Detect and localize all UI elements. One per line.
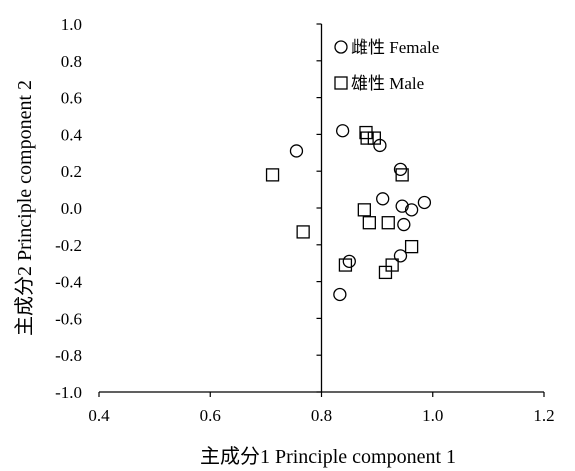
female-point [417,195,432,210]
x-tick-label: 1.0 [422,406,443,425]
legend-female-label: 雌性 Female [351,38,439,57]
male-point [367,131,381,145]
y-tick-label: 1.0 [61,15,82,34]
y-tick-label: -0.2 [55,236,82,255]
x-axis-ticks: 0.4 0.6 0.8 1.0 1.2 [88,392,555,425]
male-point [360,131,374,145]
y-axis-ticks: 1.0 0.8 0.6 0.4 0.2 0.0 -0.2 -0.4 -0.6 -0.8 -1.0 [55,15,322,402]
male-point [404,239,419,254]
y-tick-label: 0.0 [61,199,82,218]
legend: 雌性 Female 雄性 Male [334,38,439,93]
y-tick-label: 0.2 [61,162,82,181]
x-tick-label: 0.6 [200,406,221,425]
male-point [296,225,310,239]
male-point [338,258,353,272]
legend-male-label: 雄性 Male [351,74,424,93]
female-point [289,144,304,158]
y-tick-label: -0.8 [55,346,82,365]
male-point [362,216,376,230]
female-point [393,249,408,263]
x-tick-label: 0.4 [88,406,110,425]
y-tick-label: -0.6 [55,309,82,328]
female-point [395,199,409,213]
y-tick-label: -0.4 [55,273,82,292]
data-points [265,124,432,302]
male-point [381,216,395,230]
y-tick-label: 0.4 [61,125,83,144]
y-axis-label: 主成分2 Principle component 2 [13,80,36,336]
male-point [265,168,280,182]
y-tick-label: 0.6 [61,89,82,108]
male-point [395,168,409,182]
y-tick-label: 0.8 [61,52,82,71]
male-point [385,258,399,272]
female-point [376,192,390,206]
male-point [378,265,393,280]
female-point [404,203,419,217]
x-tick-label: 0.8 [311,406,332,425]
female-point [342,254,356,269]
female-point [335,124,350,138]
female-point [333,287,347,302]
male-point [357,203,371,217]
legend-male-marker [334,76,348,90]
female-point [397,217,411,232]
x-axis-label: 主成分1 Principle component 1 [200,445,456,468]
legend-female-marker [334,40,348,54]
y-tick-label: -1.0 [55,383,82,402]
x-tick-label: 1.2 [533,406,554,425]
